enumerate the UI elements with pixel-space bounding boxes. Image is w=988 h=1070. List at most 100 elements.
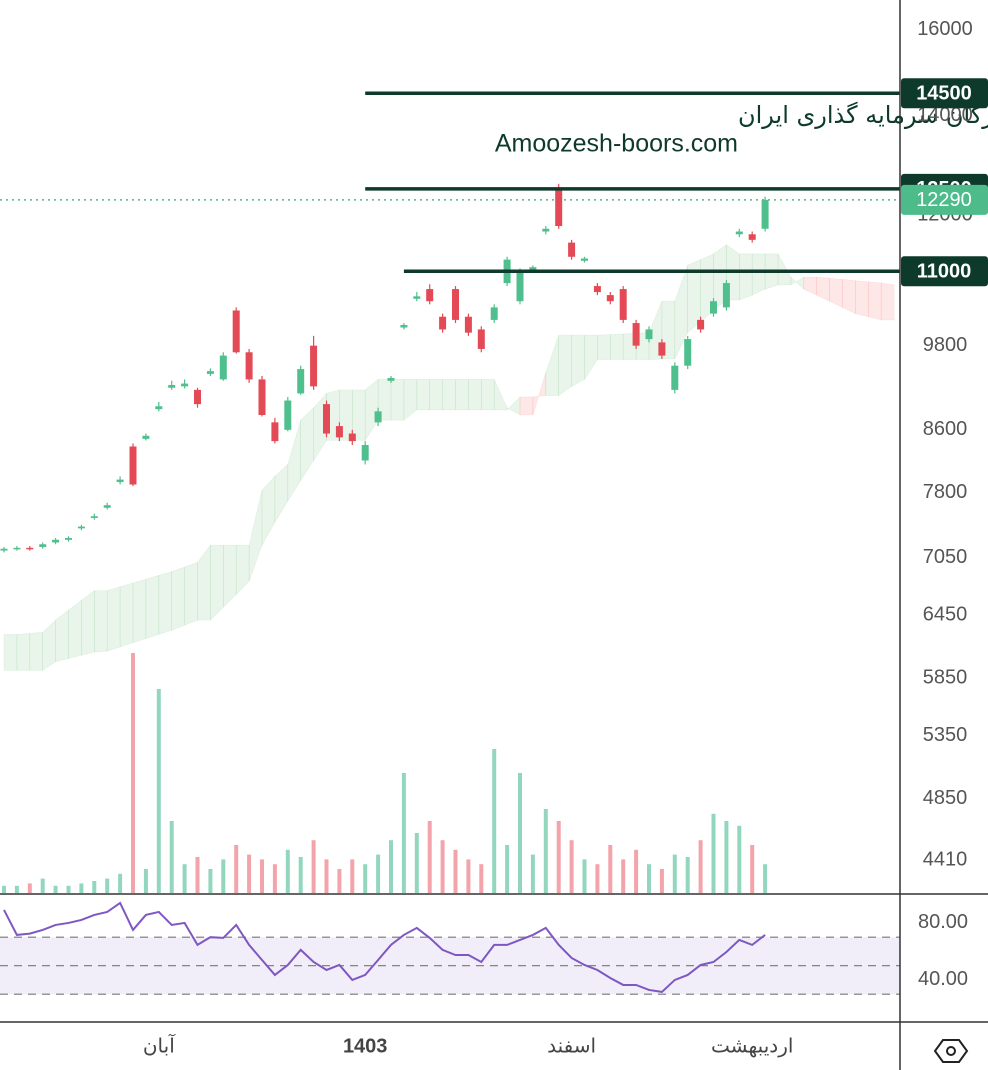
candle-body [748,234,756,240]
volume-bar [724,821,729,893]
cloud-segment [519,396,534,416]
cloud-segment [223,544,237,608]
volume-bar [27,883,32,893]
volume-bar [737,825,742,893]
candle-body [439,316,447,330]
cloud-segment [377,379,392,421]
x-tick-label: 1403 [343,1035,388,1057]
candle-body [206,371,214,374]
candle-body [284,400,292,430]
volume-bar [79,883,84,893]
candle-body [0,548,8,551]
x-tick-label: آبان [143,1033,176,1058]
cloud-segment [119,582,134,648]
candle-body [245,352,253,380]
last-price-label: 12290 [916,189,972,211]
volume-bar [156,689,161,893]
volume-bar [647,864,651,893]
cloud-segment [171,566,185,631]
cloud-segment [584,334,598,381]
volume-bar [311,840,316,893]
cloud-segment [55,609,69,663]
volume-bar [505,845,510,893]
volume-bar [492,749,497,893]
cloud-segment [803,276,818,296]
volume-bar [763,864,768,893]
candle-body [529,267,537,270]
cloud-segment [842,279,856,315]
cloud-segment [390,379,405,421]
volume-bar [711,813,716,893]
candle-body [310,345,318,387]
volume-bar [453,849,458,893]
cloud-segment [880,282,895,321]
candle-body [39,544,47,547]
volume-bar [195,857,200,893]
cloud-segment [274,463,289,524]
volume-bar [595,864,600,893]
candle-body [568,242,576,257]
cloud-segment [235,544,250,596]
cloud-segment [506,396,521,416]
volume-bar [466,859,471,893]
x-tick-label: اسفند [547,1034,596,1058]
candle-body [555,188,563,227]
cloud-segment [248,490,263,582]
candle-body [232,310,240,353]
volume-bar [2,885,6,893]
cloud-segment [429,379,443,411]
cloud-segment [455,379,469,411]
volume-bar [750,845,755,893]
candle-body [52,539,60,543]
cloud-segment [493,379,508,411]
cloud-segment [210,544,224,621]
candle-body [426,289,434,302]
volume-bar [389,840,393,893]
candle-body [761,199,769,229]
cloud-segment [197,544,211,621]
candle-body [168,384,176,388]
volume-bar [118,873,123,893]
y-tick-label: 5350 [923,724,968,746]
candle-body [542,228,550,232]
cloud-segment [855,280,869,318]
y-tick-label: 9800 [923,334,968,356]
cloud-segment [145,575,160,639]
cloud-segment [777,252,792,286]
cloud-segment [480,379,495,411]
candle-body [65,538,72,540]
volume-bar [169,821,174,893]
cloud-segment [16,633,31,671]
volume-bar [556,821,561,893]
candle-body [26,547,34,550]
cloud-segment [3,634,18,671]
candle-body [13,547,21,550]
cloud-segment [287,420,302,503]
cloud-segment [94,590,108,653]
volume-bar [298,857,303,893]
candle-body [181,383,189,387]
cloud-segment [81,590,95,656]
candle-body [142,435,150,439]
volume-bar [143,869,148,893]
level-label: 11000 [917,261,972,283]
volume-bar [440,840,445,893]
last-price-tag [901,184,988,215]
candle-body [271,422,279,442]
candle-body [452,289,459,320]
settings-icon[interactable] [933,1039,969,1063]
cloud-segment [158,571,172,635]
candle-body [658,342,666,356]
candle-body [697,319,705,330]
level-label: 14500 [916,83,972,105]
volume-bar [337,869,342,893]
y-tick-label: 16000 [917,18,973,40]
candle-body [684,339,692,366]
cloud-segment [300,407,314,482]
y-tick-label: 7050 [923,546,968,568]
candle-body [361,444,369,461]
candle-body [103,505,111,508]
candle-body [645,329,653,340]
volume-bar [582,859,587,893]
candle-body [129,446,137,485]
